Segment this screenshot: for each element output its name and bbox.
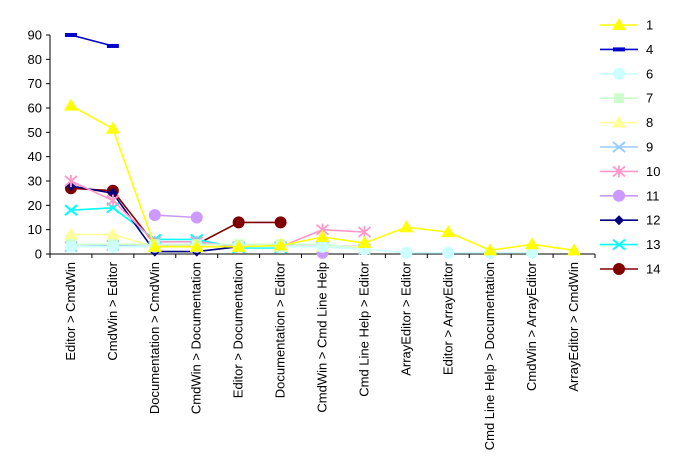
data-point [106, 240, 119, 253]
x-tick-label: Documentation > CmdWin [147, 262, 162, 414]
data-point [64, 240, 77, 253]
series-line-6 [71, 245, 533, 254]
x-tick-label: ArrayEditor > Editor [398, 261, 413, 375]
legend-swatch-marker [613, 67, 625, 80]
legend-label: 6 [646, 66, 653, 81]
legend-label: 11 [646, 188, 660, 203]
data-point [106, 194, 120, 207]
legend-swatch-marker [612, 115, 626, 128]
data-point [148, 209, 161, 222]
legend-item: 6 [600, 66, 653, 81]
x-tick-label: Editor > ArrayEditor [440, 261, 455, 375]
legend-swatch-marker [612, 18, 626, 30]
legend-label: 10 [646, 164, 660, 179]
legend-label: 13 [646, 237, 660, 252]
data-point [64, 33, 77, 37]
series-layer [63, 33, 582, 259]
data-point [441, 225, 456, 238]
y-tick-label: 40 [28, 149, 42, 164]
legend-swatch-marker [614, 93, 624, 104]
legend-swatch-marker [613, 189, 625, 202]
x-tick-label: Cmd Line Help > Editor [356, 261, 371, 396]
data-point [526, 246, 539, 259]
legend-swatch-marker [613, 47, 625, 52]
data-point [274, 216, 287, 229]
x-tick-label: CmdWin > ArrayEditor [524, 261, 539, 391]
legend-label: 12 [646, 213, 660, 228]
data-point [190, 211, 203, 224]
x-tick-label: Documentation > Editor [273, 261, 288, 398]
legend-swatch-marker [613, 263, 625, 275]
data-point [105, 121, 120, 134]
x-tick-label: CmdWin > Documentation [189, 262, 204, 414]
data-point [107, 188, 118, 199]
legend-item: 7 [600, 91, 653, 106]
legend-item: 11 [600, 188, 660, 203]
legend-swatch-marker [612, 165, 626, 178]
y-tick-label: 80 [28, 52, 42, 67]
x-tick-label: Editor > Documentation [231, 262, 246, 398]
data-point [315, 229, 330, 242]
y-tick-label: 90 [28, 28, 42, 43]
legend-label: 8 [646, 115, 653, 130]
series-line-13 [70, 206, 281, 249]
legend-item: 4 [600, 42, 653, 57]
legend-label: 7 [646, 91, 653, 106]
data-point [106, 43, 119, 48]
data-point [567, 243, 582, 256]
data-point [231, 239, 246, 252]
legend-item: 8 [600, 115, 653, 130]
series-line-7 [71, 243, 365, 250]
legend-label: 4 [646, 42, 653, 57]
y-tick-label: 50 [28, 125, 42, 140]
y-tick-label: 70 [28, 76, 42, 91]
x-tick-label: Editor > CmdWin [63, 262, 78, 361]
data-point [357, 236, 372, 249]
data-point [483, 243, 498, 256]
x-tick-label: Cmd Line Help > Documentation [482, 262, 497, 450]
x-tick-label: ArrayEditor > CmdWin [566, 262, 581, 392]
legend-label: 14 [646, 262, 660, 277]
legend-swatch-marker [614, 215, 624, 226]
legend-item: 12 [600, 213, 660, 228]
data-point [63, 227, 78, 240]
data-point [64, 175, 78, 187]
series-line-4 [70, 34, 114, 47]
series-1 [63, 98, 582, 256]
legend-label: 1 [646, 18, 653, 33]
legend-item: 14 [600, 262, 660, 277]
data-point [442, 246, 455, 259]
x-tick-label: CmdWin > Editor [105, 261, 120, 360]
data-point [232, 216, 245, 229]
data-point [105, 227, 120, 240]
data-point [525, 237, 540, 250]
legend-item: 13 [600, 237, 660, 252]
series-4 [64, 33, 119, 48]
y-tick-label: 30 [28, 174, 42, 189]
legend-item: 9 [600, 140, 653, 155]
y-tick-label: 20 [28, 198, 42, 213]
y-tick-label: 0 [35, 247, 42, 262]
data-point [64, 204, 78, 216]
data-point [147, 239, 162, 252]
data-point [273, 238, 288, 251]
y-tick-label: 60 [28, 101, 42, 116]
data-point [400, 246, 413, 259]
legend-label: 9 [646, 140, 653, 155]
data-point [189, 239, 204, 252]
legend-swatch-marker [612, 238, 626, 251]
data-point [63, 98, 78, 111]
x-tick-label: CmdWin > Cmd Line Help [315, 262, 330, 413]
data-point [316, 240, 329, 253]
legend-item: 1 [600, 18, 653, 33]
legend-item: 10 [600, 164, 660, 179]
y-tick-label: 10 [28, 222, 42, 237]
axes: 0 10 20 30 40 50 60 70 80 90 Editor > CmdWin CmdWin… [28, 28, 596, 450]
legend-swatch-marker [612, 141, 626, 153]
data-point [399, 220, 414, 233]
